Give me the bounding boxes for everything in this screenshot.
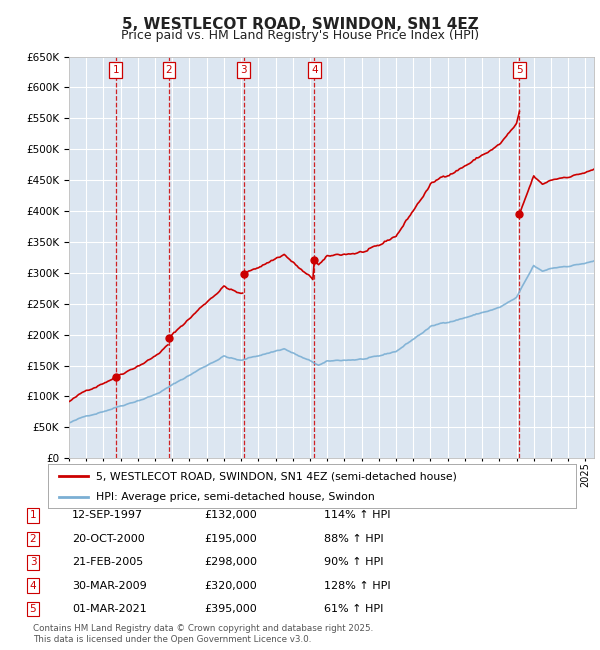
Text: 5, WESTLECOT ROAD, SWINDON, SN1 4EZ (semi-detached house): 5, WESTLECOT ROAD, SWINDON, SN1 4EZ (sem… (95, 471, 457, 481)
Text: 114% ↑ HPI: 114% ↑ HPI (324, 510, 391, 521)
Text: 3: 3 (29, 557, 37, 567)
Text: 21-FEB-2005: 21-FEB-2005 (72, 557, 143, 567)
Text: £132,000: £132,000 (204, 510, 257, 521)
Text: £298,000: £298,000 (204, 557, 257, 567)
Text: 3: 3 (240, 65, 247, 75)
Text: £395,000: £395,000 (204, 604, 257, 614)
Text: 5, WESTLECOT ROAD, SWINDON, SN1 4EZ: 5, WESTLECOT ROAD, SWINDON, SN1 4EZ (122, 17, 478, 32)
Text: 01-MAR-2021: 01-MAR-2021 (72, 604, 147, 614)
Text: 30-MAR-2009: 30-MAR-2009 (72, 580, 147, 591)
Text: 1: 1 (29, 510, 37, 521)
Text: 2: 2 (29, 534, 37, 544)
Text: HPI: Average price, semi-detached house, Swindon: HPI: Average price, semi-detached house,… (95, 492, 374, 502)
Text: 5: 5 (29, 604, 37, 614)
Text: Price paid vs. HM Land Registry's House Price Index (HPI): Price paid vs. HM Land Registry's House … (121, 29, 479, 42)
Text: 61% ↑ HPI: 61% ↑ HPI (324, 604, 383, 614)
Text: 128% ↑ HPI: 128% ↑ HPI (324, 580, 391, 591)
Text: 20-OCT-2000: 20-OCT-2000 (72, 534, 145, 544)
Text: Contains HM Land Registry data © Crown copyright and database right 2025.
This d: Contains HM Land Registry data © Crown c… (33, 624, 373, 644)
Text: 4: 4 (311, 65, 317, 75)
Text: 5: 5 (516, 65, 523, 75)
Text: 88% ↑ HPI: 88% ↑ HPI (324, 534, 383, 544)
Text: 1: 1 (112, 65, 119, 75)
Text: £195,000: £195,000 (204, 534, 257, 544)
Text: 4: 4 (29, 580, 37, 591)
Text: 2: 2 (166, 65, 172, 75)
Text: £320,000: £320,000 (204, 580, 257, 591)
Text: 90% ↑ HPI: 90% ↑ HPI (324, 557, 383, 567)
Text: 12-SEP-1997: 12-SEP-1997 (72, 510, 143, 521)
